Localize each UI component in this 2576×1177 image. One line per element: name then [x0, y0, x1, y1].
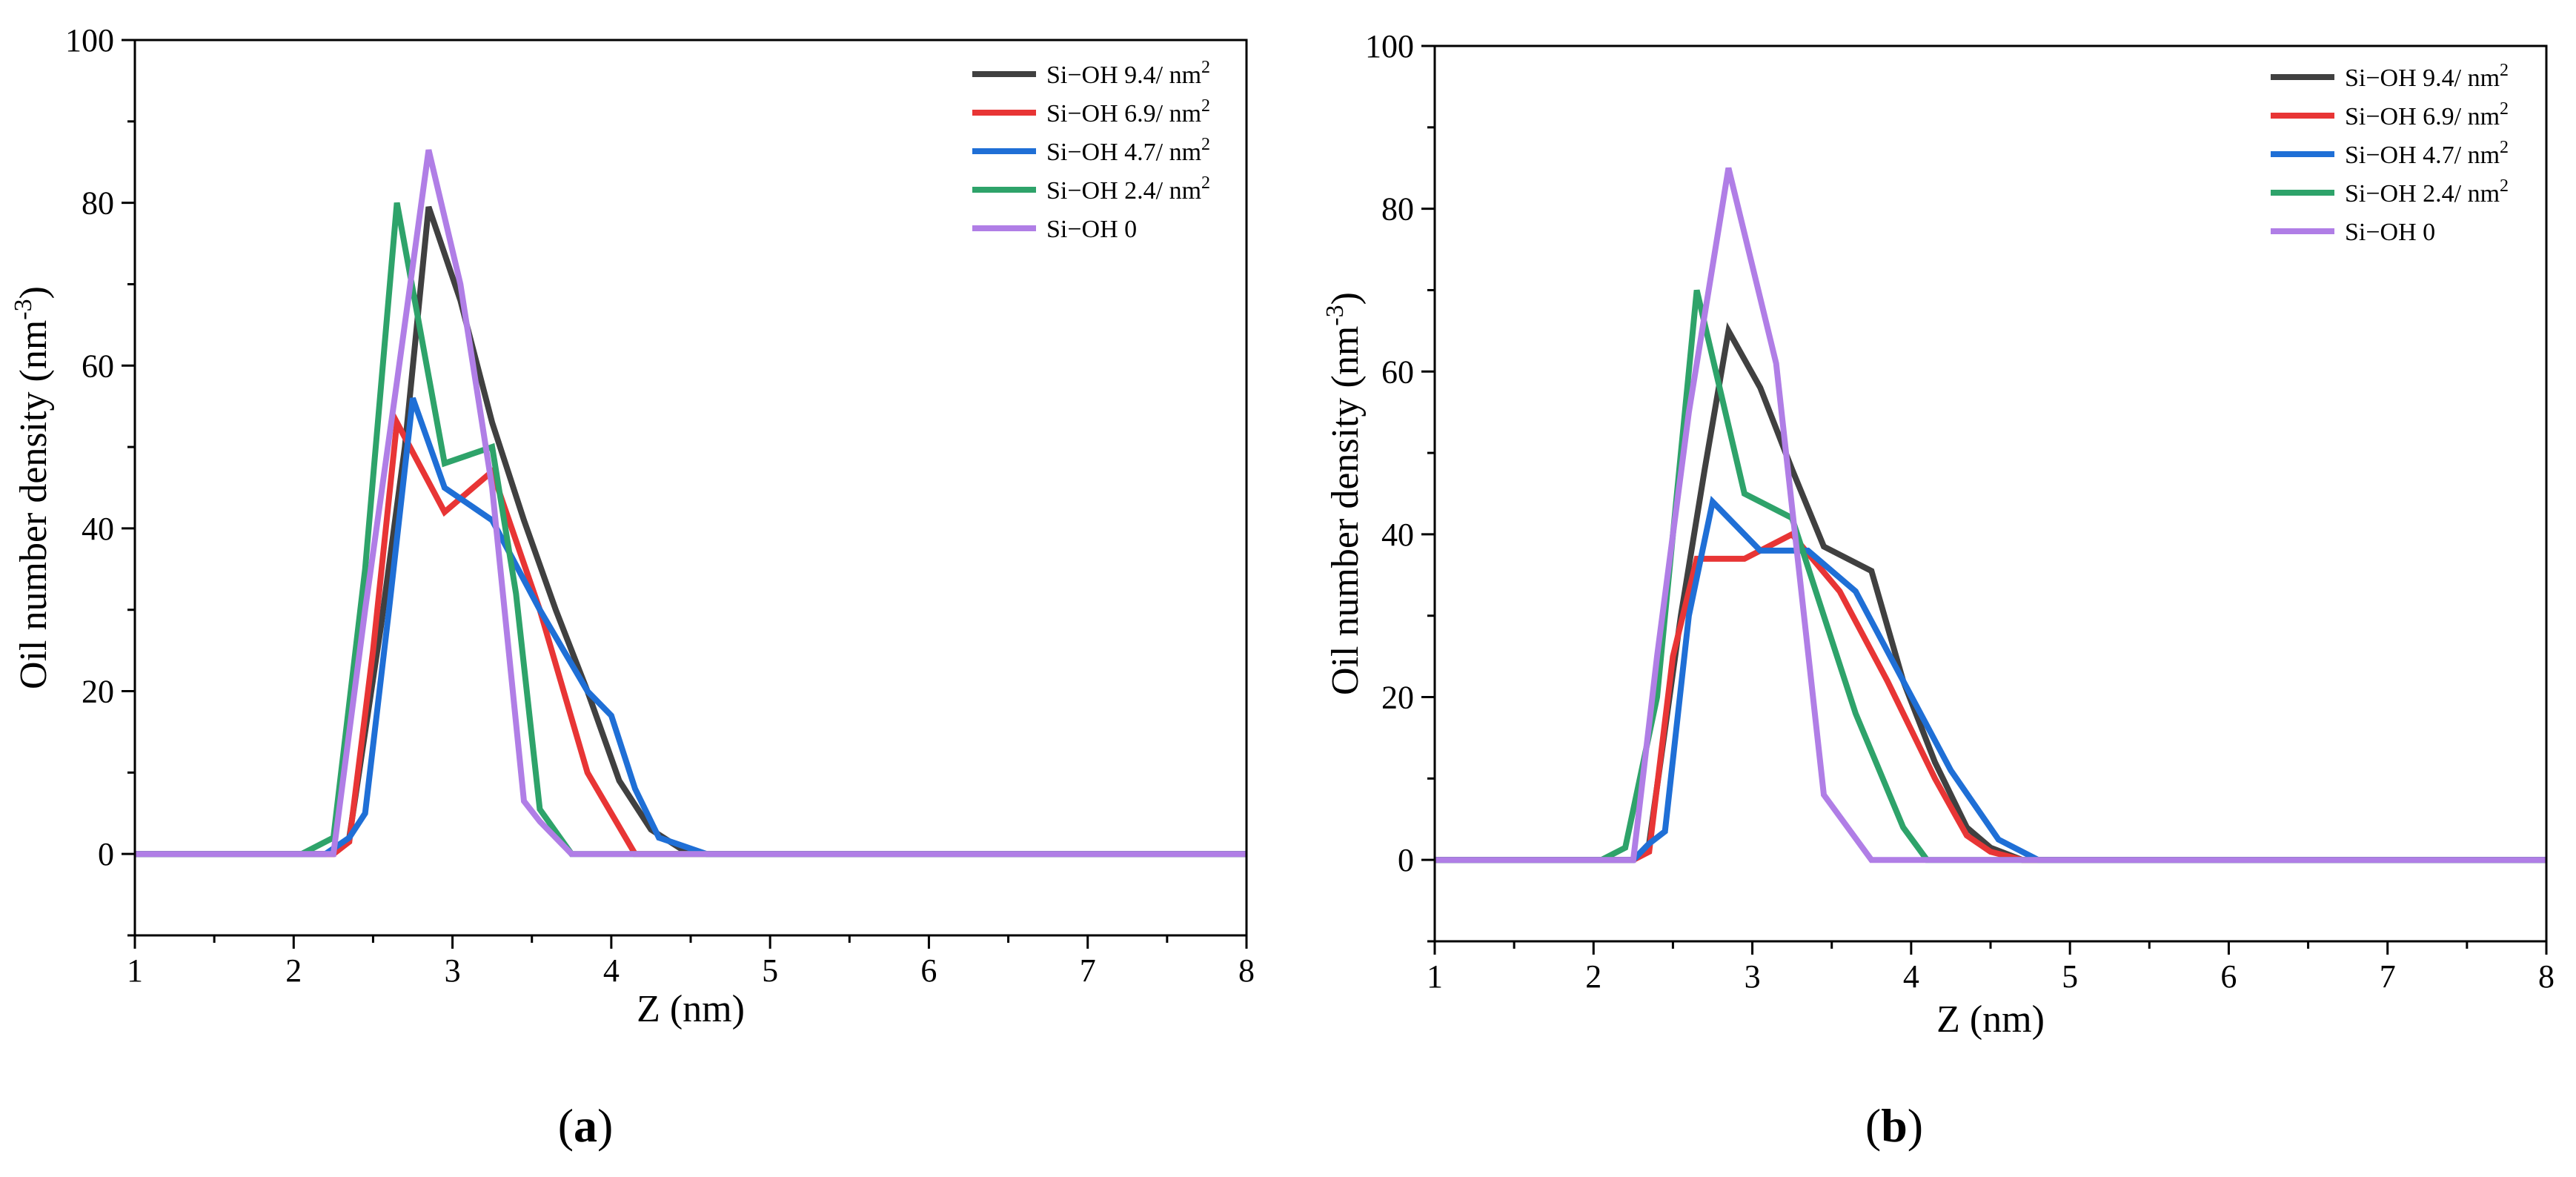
series-line-4 [1435, 167, 2546, 863]
panel-label-b: (b) [1865, 1099, 1923, 1152]
y-tick-label: 60 [82, 348, 114, 384]
x-axis-title: Z (nm) [637, 988, 745, 1030]
y-tick-label: 0 [98, 836, 114, 872]
legend-entry-sup: 2 [1201, 58, 1210, 77]
legend-entry-name: Si−OH 2.4/ nm [1046, 177, 1201, 205]
legend-entry: Si−OH 0 [2345, 219, 2435, 246]
legend-entry-name: Si−OH 4.7/ nm [2345, 142, 2500, 169]
series-line-4 [135, 149, 1246, 858]
legend-entry-name: Si−OH 6.9/ nm [2345, 103, 2500, 130]
series-line-2 [1435, 495, 2546, 863]
y-axis-title-main: Oil number density (nm [13, 320, 55, 689]
x-tick-label: 1 [127, 952, 143, 989]
x-tick-label: 2 [1585, 958, 1601, 995]
y-tick-label: 20 [82, 674, 114, 710]
legend-entry: Si−OH 6.9/ nm2 [2345, 99, 2509, 130]
legend-entry: Si−OH 0 [1046, 216, 1137, 243]
y-tick-label: 80 [1381, 191, 1414, 228]
x-tick-label: 8 [2538, 958, 2555, 995]
legend-entry-sup: 2 [2500, 176, 2509, 196]
legend-entry: Si−OH 9.4/ nm2 [2345, 61, 2509, 92]
legend-entry-name: Si−OH 2.4/ nm [2345, 180, 2500, 208]
y-axis-title-suffix: ) [1324, 292, 1367, 305]
legend-entry-sup: 2 [2500, 138, 2509, 157]
y-tick-label: 40 [1381, 517, 1414, 553]
x-tick-label: 5 [762, 952, 778, 989]
y-axis-title-suffix: ) [13, 286, 55, 299]
y-tick-label: 80 [82, 185, 114, 222]
legend-entry-sup: 2 [2500, 99, 2509, 119]
legend-entry: Si−OH 2.4/ nm2 [2345, 176, 2509, 208]
y-tick-label: 100 [1365, 28, 1414, 64]
series-line-3 [135, 202, 1246, 858]
legend-entry: Si−OH 6.9/ nm2 [1046, 96, 1210, 127]
y-tick-label: 20 [1381, 680, 1414, 716]
y-tick-label: 40 [82, 511, 114, 547]
legend-entry: Si−OH 4.7/ nm2 [1046, 135, 1210, 166]
series-line-1 [1435, 530, 2546, 863]
series-line-1 [135, 412, 1246, 858]
x-tick-label: 7 [1080, 952, 1096, 989]
legend-entry: Si−OH 9.4/ nm2 [1046, 58, 1210, 89]
legend-entry-name: Si−OH 9.4/ nm [2345, 64, 2500, 92]
x-tick-label: 1 [1427, 958, 1443, 995]
legend-entry-name: Si−OH 6.9/ nm [1046, 100, 1201, 127]
y-tick-label: 0 [1398, 842, 1414, 878]
x-tick-label: 6 [920, 952, 937, 989]
legend-entry-sup: 2 [2500, 61, 2509, 80]
y-axis-title-sup: -3 [1321, 305, 1349, 325]
legend-entry: Si−OH 4.7/ nm2 [2345, 138, 2509, 169]
x-axis-title: Z (nm) [1936, 998, 2045, 1041]
legend-entry-sup: 2 [1201, 96, 1210, 116]
series-line-3 [1435, 289, 2546, 863]
x-tick-label: 3 [445, 952, 461, 989]
legend-entry-name: Si−OH 4.7/ nm [1046, 139, 1201, 166]
series-line-2 [135, 397, 1246, 858]
legend-entry-name: Si−OH 0 [2345, 219, 2435, 246]
x-tick-label: 8 [1238, 952, 1255, 989]
panel-label-a: (a) [558, 1099, 614, 1152]
legend-entry: Si−OH 2.4/ nm2 [1046, 173, 1210, 205]
y-tick-label: 60 [1381, 354, 1414, 390]
y-axis-title: Oil number density (nm-3) [10, 286, 55, 689]
x-tick-label: 4 [603, 952, 620, 989]
y-tick-label: 100 [65, 22, 114, 59]
y-axis-title: Oil number density (nm-3) [1321, 292, 1367, 695]
legend-entry-name: Si−OH 0 [1046, 216, 1137, 243]
x-tick-label: 6 [2220, 958, 2237, 995]
y-axis-title-main: Oil number density (nm [1324, 326, 1367, 695]
legend-entry-sup: 2 [1201, 135, 1210, 154]
x-tick-label: 5 [2062, 958, 2078, 995]
x-tick-label: 3 [1745, 958, 1761, 995]
legend-entry-name: Si−OH 9.4/ nm [1046, 62, 1201, 89]
x-tick-label: 7 [2380, 958, 2396, 995]
legend-entry-sup: 2 [1201, 173, 1210, 193]
x-tick-label: 4 [1903, 958, 1919, 995]
y-axis-title-sup: -3 [10, 299, 37, 319]
x-tick-label: 2 [285, 952, 302, 989]
